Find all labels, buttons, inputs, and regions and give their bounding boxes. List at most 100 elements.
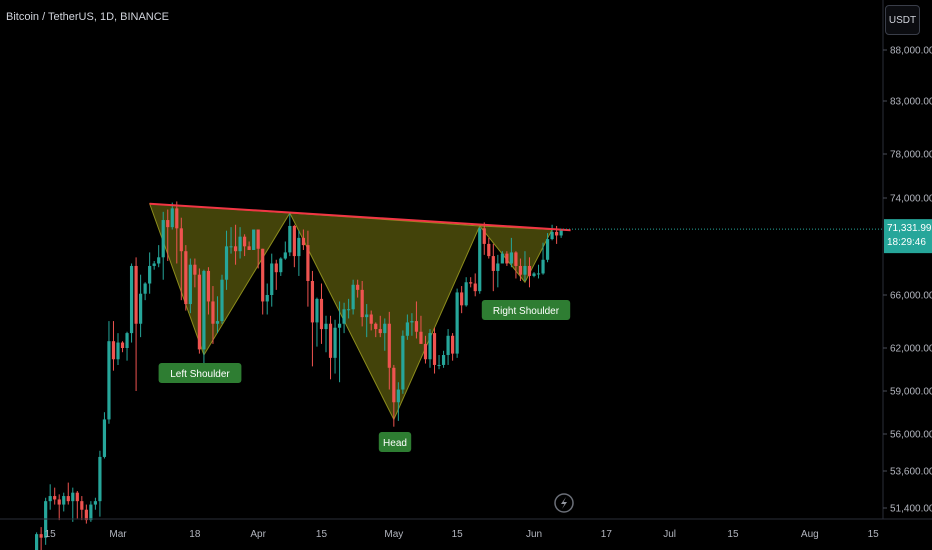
- candle-body: [243, 236, 247, 247]
- candle-body: [179, 228, 183, 252]
- candle: [523, 251, 527, 281]
- last-price-box: [884, 219, 932, 254]
- candle: [256, 229, 260, 269]
- candle-body: [206, 270, 211, 302]
- x-tick-label: 15: [45, 529, 57, 540]
- x-tick-label: 15: [452, 529, 464, 540]
- candle-body: [414, 321, 419, 332]
- candle: [243, 234, 247, 257]
- candle-body: [428, 333, 432, 360]
- y-tick-label: 51,400.00: [890, 504, 932, 515]
- candle-body: [356, 284, 360, 290]
- y-tick-label: 74,000.00: [890, 194, 932, 205]
- candle: [527, 257, 532, 288]
- candle-body: [337, 323, 342, 328]
- candle: [333, 319, 337, 374]
- candle-body: [473, 283, 477, 292]
- candle: [134, 257, 138, 391]
- candle-body: [247, 246, 251, 250]
- candle: [116, 333, 120, 365]
- candle-body: [193, 264, 197, 275]
- candle-body: [482, 228, 486, 244]
- candle: [487, 237, 491, 259]
- candle: [491, 243, 495, 292]
- candle: [405, 314, 409, 340]
- candle-body: [383, 323, 387, 334]
- candle: [62, 492, 66, 512]
- candle-body: [437, 364, 441, 366]
- candle-body: [555, 231, 559, 236]
- candle: [193, 258, 197, 288]
- candle-body: [360, 289, 364, 318]
- candle: [152, 261, 156, 270]
- candle: [369, 310, 373, 331]
- candle-body: [84, 509, 88, 521]
- lightning-circle: [554, 493, 574, 513]
- candle: [545, 233, 550, 263]
- candle: [84, 504, 88, 524]
- candle-body: [175, 208, 179, 229]
- candle-body: [401, 335, 405, 390]
- candle: [328, 315, 333, 380]
- candle: [356, 279, 360, 298]
- candle: [71, 487, 75, 522]
- candle-body: [170, 208, 174, 228]
- candle: [337, 301, 342, 383]
- head-label: Head: [378, 432, 412, 452]
- candle: [252, 229, 256, 250]
- candle: [89, 501, 93, 522]
- candle-body: [369, 314, 373, 324]
- candle: [324, 315, 328, 353]
- candle: [559, 229, 563, 238]
- currency-unit-button[interactable]: USDT: [885, 5, 920, 35]
- candle-body: [505, 253, 509, 264]
- candle: [247, 241, 251, 250]
- candle: [265, 283, 269, 315]
- candle-body: [455, 292, 459, 354]
- x-tick-label: Jun: [526, 529, 542, 540]
- candle: [111, 321, 116, 371]
- x-tick-label: Apr: [250, 529, 266, 540]
- candle: [383, 318, 387, 351]
- candle: [229, 227, 233, 254]
- candle-body: [35, 534, 39, 550]
- candle-body: [518, 265, 523, 275]
- candle-body: [166, 220, 170, 228]
- candle: [170, 202, 174, 230]
- x-tick-label: Aug: [801, 529, 819, 540]
- candle: [139, 274, 143, 338]
- candle: [283, 241, 287, 260]
- candle-body: [143, 283, 147, 294]
- candle: [179, 217, 183, 301]
- candle: [482, 222, 486, 255]
- candle-body: [536, 273, 541, 275]
- candle-body: [279, 258, 283, 273]
- candle-body: [252, 229, 256, 250]
- candle: [428, 329, 432, 368]
- lightning-icon: [554, 493, 574, 513]
- candle-body: [541, 259, 545, 274]
- last-price-tag: 71,331.99 18:29:46: [884, 219, 932, 254]
- candle-body: [419, 331, 423, 344]
- y-tick-label: 78,000.00: [890, 150, 932, 161]
- candle: [184, 245, 188, 311]
- candle-body: [139, 293, 143, 324]
- candle-body: [102, 419, 107, 457]
- candle-layer: [35, 201, 563, 550]
- x-tick-label: 15: [727, 529, 739, 540]
- candle: [211, 286, 215, 344]
- candle: [39, 527, 43, 550]
- candle-body: [107, 341, 111, 420]
- y-tick-label: 88,000.00: [890, 46, 932, 57]
- candle: [473, 273, 477, 297]
- candle-body: [333, 327, 337, 358]
- candle: [270, 253, 274, 307]
- candle-body: [478, 228, 482, 292]
- candle-body: [111, 341, 116, 360]
- candle-body: [134, 265, 138, 324]
- candle-body: [550, 231, 554, 240]
- candle-body: [202, 270, 206, 350]
- candle: [514, 251, 518, 279]
- candle: [80, 496, 84, 521]
